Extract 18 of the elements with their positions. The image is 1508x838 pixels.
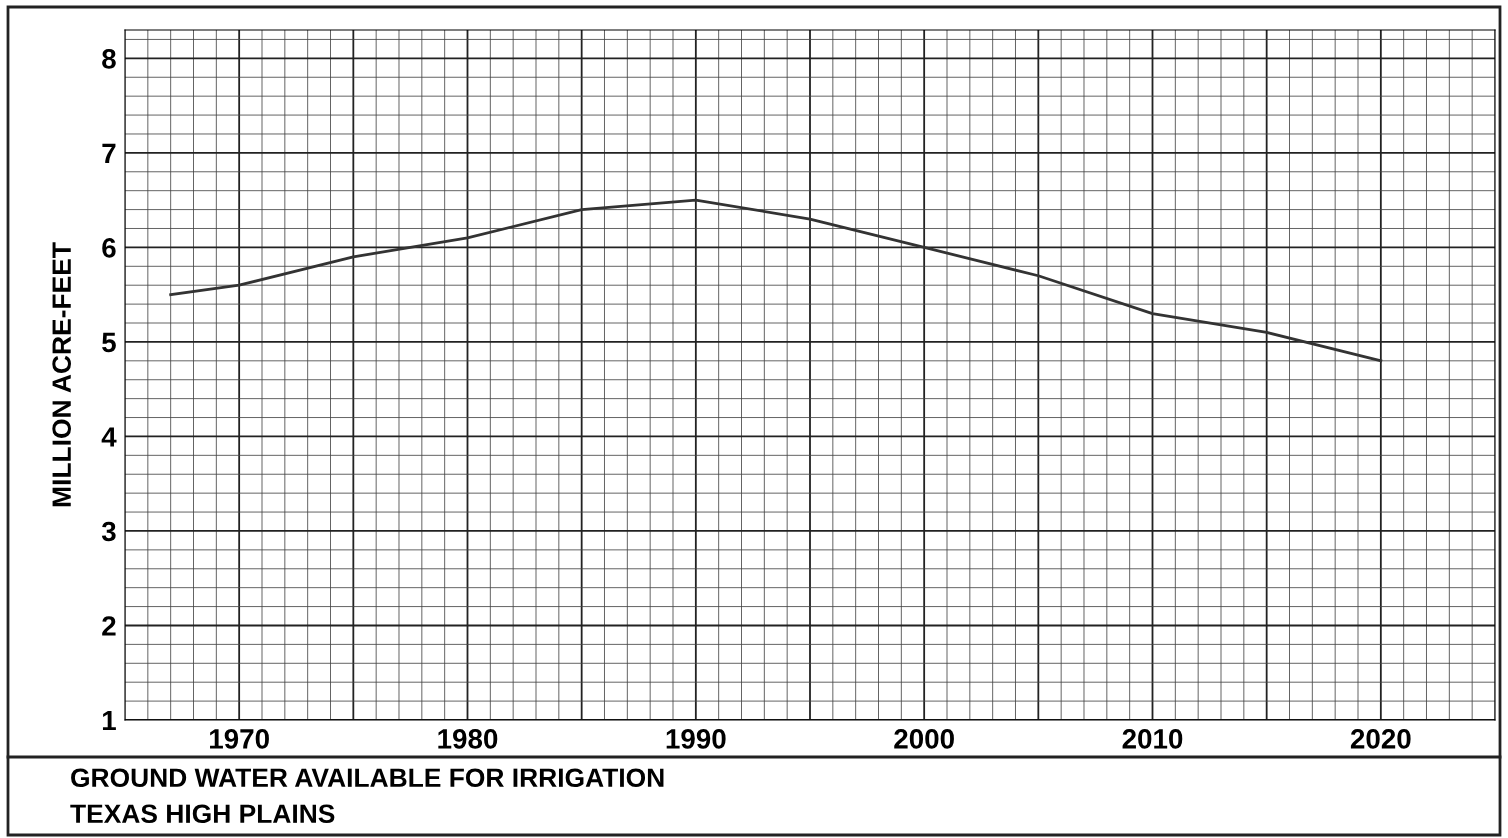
x-tick-label: 2010 — [1122, 729, 1183, 749]
y-tick-label: 3 — [101, 521, 116, 542]
x-tick-label: 1970 — [210, 729, 269, 749]
x-tick-label: 2020 — [1350, 729, 1411, 749]
y-tick-label: 5 — [102, 332, 116, 353]
text: TEXAS HIGH PLAINS — [70, 804, 335, 824]
y-tick-label: 8 — [102, 49, 116, 69]
x-tick-label: 1990 — [666, 729, 726, 749]
y-tick-label: 1 — [102, 710, 116, 731]
y-axis-title: MILLION ACRE-FEET — [52, 242, 71, 507]
line-series — [169, 198, 1383, 363]
y-tick-label: 2 — [102, 616, 116, 636]
x-tick-label: 1980 — [438, 729, 498, 749]
x-tick-label: 2000 — [894, 729, 954, 749]
text: GROUND WATER AVAILABLE FOR IRRIGATION — [71, 768, 664, 788]
y-tick-label: 4 — [101, 427, 117, 447]
y-tick-label: 7 — [102, 143, 116, 163]
y-tick-label: 6 — [102, 238, 116, 258]
